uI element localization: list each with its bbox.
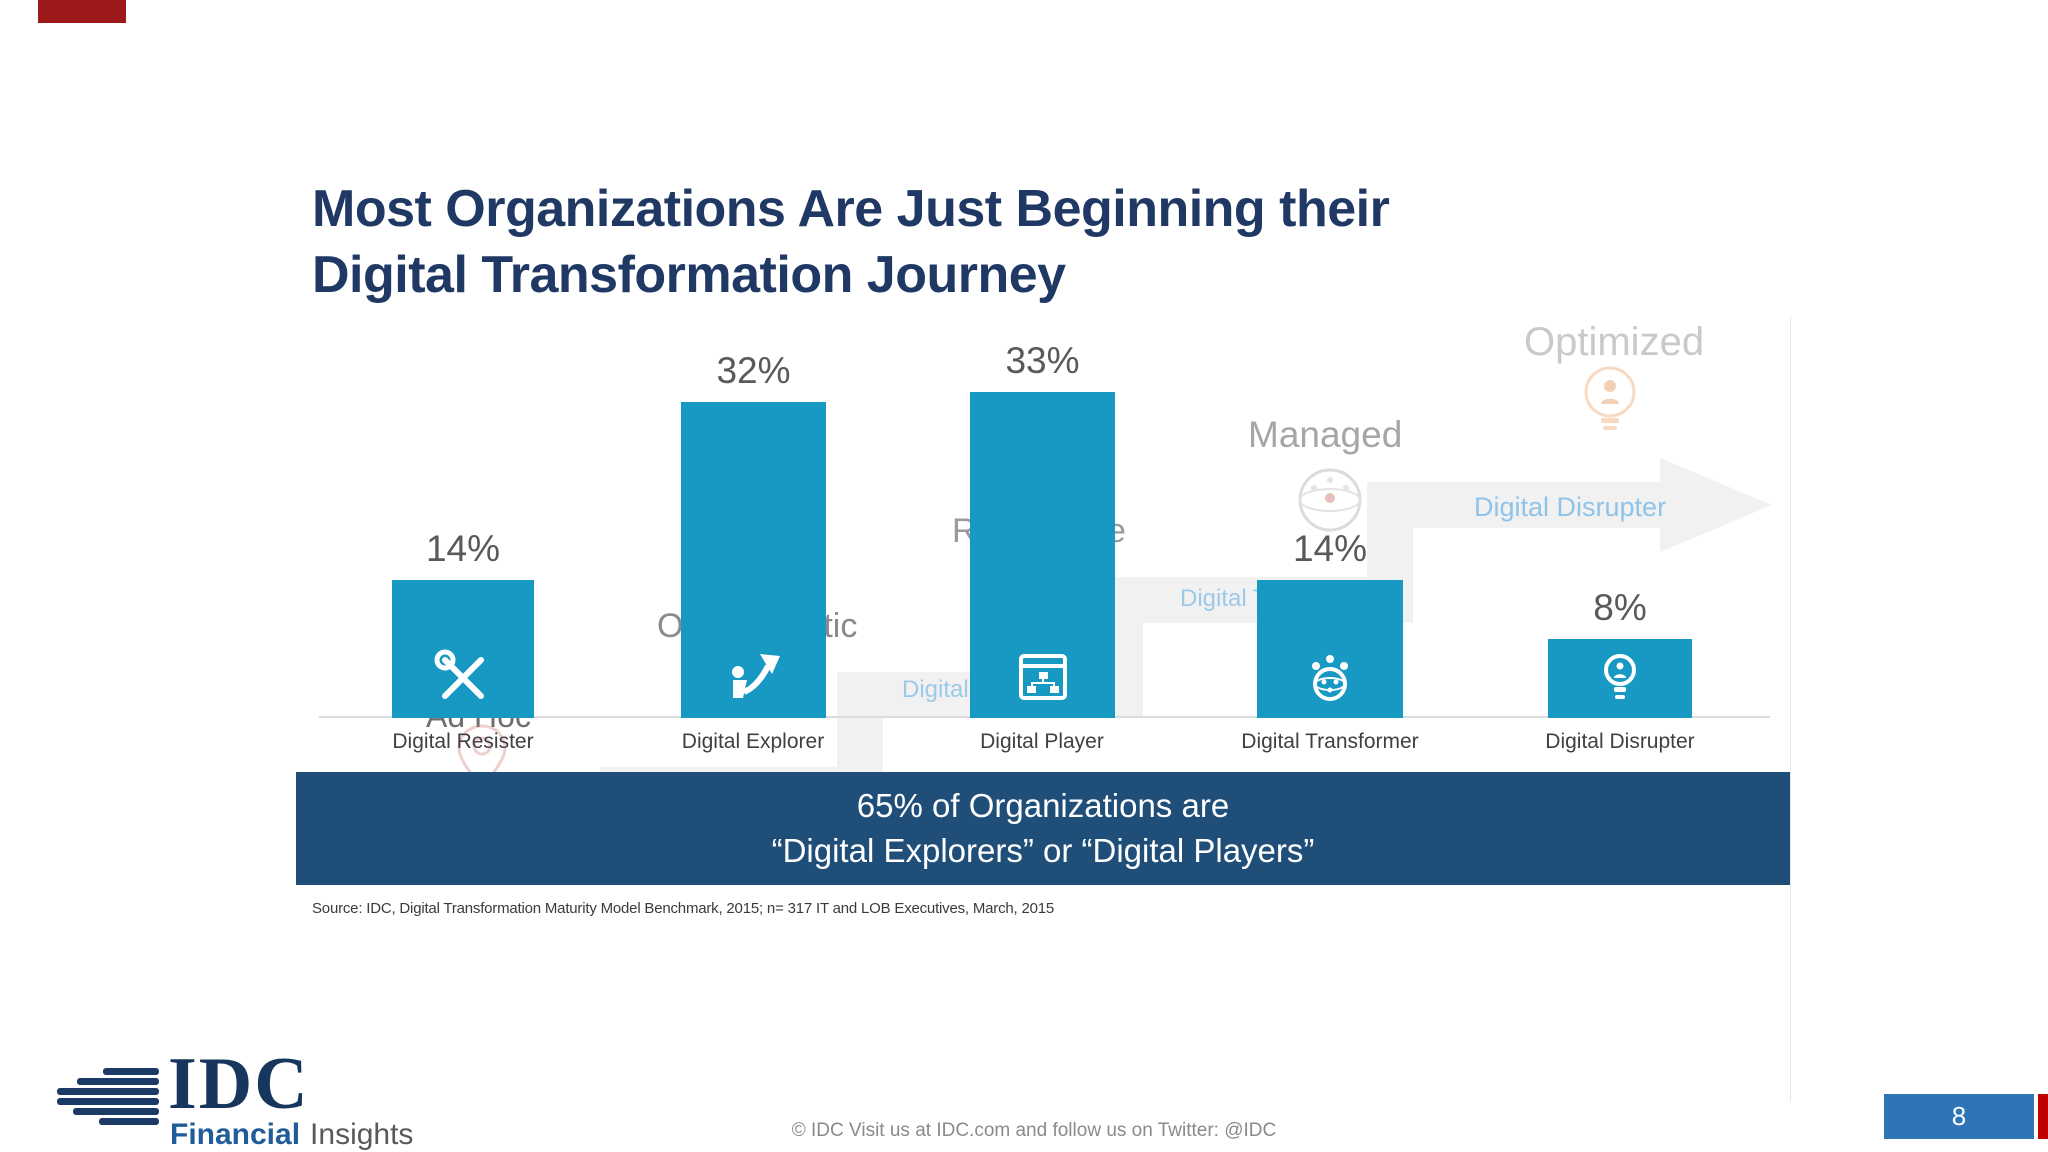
idc-globe-logo-icon	[57, 1068, 159, 1130]
watermark-label-digital-disrupter: Digital Disrupter	[1474, 492, 1667, 522]
category-label-digital-transformer: Digital Transformer	[1241, 730, 1419, 753]
category-label-digital-player: Digital Player	[980, 730, 1104, 753]
explorer-arrow-icon	[731, 654, 780, 698]
window-orgchart-icon	[1018, 654, 1067, 700]
tools-icon	[434, 649, 484, 699]
globe-people-icon	[1312, 655, 1348, 701]
page-number-accent	[2038, 1094, 2048, 1139]
slide-title: Most Organizations Are Just Beginning th…	[312, 176, 1390, 308]
bar-value-label: 32%	[716, 350, 791, 391]
bar-digital-transformer	[1257, 580, 1403, 718]
footer-copyright: © IDC Visit us at IDC.com and follow us …	[791, 1120, 1277, 1141]
stage-label-managed: Managed	[1248, 414, 1403, 455]
bar-column-digital-player: 33%	[970, 330, 1115, 718]
title-line-1: Most Organizations Are Just Beginning th…	[312, 180, 1390, 238]
bar-digital-explorer	[681, 402, 826, 718]
lightbulb-person-icon	[1604, 654, 1636, 699]
banner-line-1: 65% of Organizations are	[856, 786, 1230, 824]
idc-logo-text: IDC	[168, 1043, 310, 1125]
banner-line-2: “Digital Explorers” or “Digital Players”	[771, 831, 1315, 869]
page-number: 8	[1951, 1101, 1967, 1131]
bar-value-label: 14%	[425, 528, 501, 569]
bar-column-digital-resister: 14%	[392, 330, 534, 718]
bar-value-label: 14%	[1292, 528, 1368, 569]
category-label-digital-explorer: Digital Explorer	[681, 730, 825, 753]
content-divider-line	[1790, 316, 1791, 1102]
lightbulb-watermark-icon	[1584, 366, 1636, 430]
bar-column-digital-transformer: 14%	[1257, 330, 1403, 718]
page-number-box: 8	[1884, 1094, 2034, 1139]
bar-digital-disrupter	[1548, 639, 1692, 718]
summary-banner: 65% of Organizations are “Digital Explor…	[296, 772, 1790, 885]
bar-value-label: 33%	[1005, 340, 1080, 381]
bar-column-digital-explorer: 32%	[681, 330, 826, 718]
bar-digital-resister	[392, 580, 534, 718]
logo-financial-text: Financial	[170, 1118, 301, 1151]
source-note: Source: IDC, Digital Transformation Matu…	[312, 900, 1055, 917]
bar-column-digital-disrupter: 8%	[1548, 330, 1692, 718]
logo-insights-text: Insights	[310, 1118, 414, 1151]
category-label-digital-resister: Digital Resister	[392, 730, 534, 753]
category-label-digital-disrupter: Digital Disrupter	[1545, 730, 1695, 753]
idc-logo-subtitle: Financial Insights	[170, 1118, 413, 1152]
globe-watermark-icon	[1298, 468, 1362, 532]
corner-accent-bar	[38, 0, 126, 23]
bar-value-label: 8%	[1593, 587, 1647, 628]
stage-label-optimized: Optimized	[1524, 320, 1705, 364]
bar-digital-player	[970, 392, 1115, 718]
title-line-2: Digital Transformation Journey	[312, 246, 1066, 305]
